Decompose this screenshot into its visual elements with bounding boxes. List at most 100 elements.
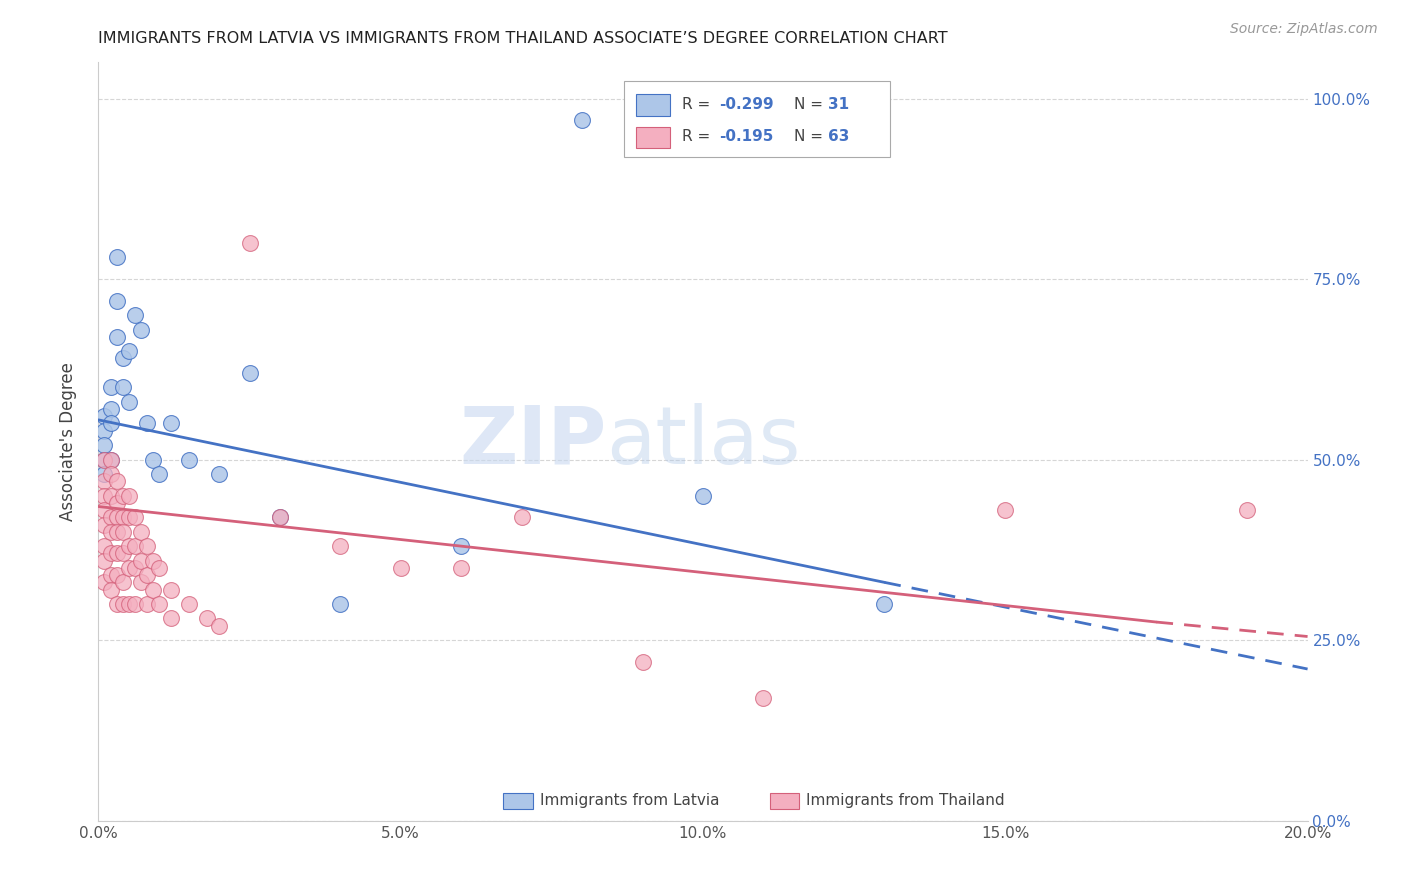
Point <box>105 330 128 344</box>
Point <box>1236 503 1258 517</box>
Point <box>93 554 115 568</box>
Point <box>93 424 115 438</box>
Text: R =: R = <box>682 129 716 145</box>
Point <box>105 524 128 539</box>
Point <box>195 611 218 625</box>
Point <box>124 308 146 322</box>
Point <box>100 568 122 582</box>
Point <box>208 467 231 481</box>
Y-axis label: Associate's Degree: Associate's Degree <box>59 362 77 521</box>
Point <box>571 113 593 128</box>
Text: Immigrants from Latvia: Immigrants from Latvia <box>540 793 720 808</box>
Point <box>135 539 157 553</box>
Point <box>994 503 1017 517</box>
Point <box>111 575 134 590</box>
Point <box>148 597 170 611</box>
Point <box>148 467 170 481</box>
Text: N =: N = <box>793 96 828 112</box>
Bar <box>637 127 671 148</box>
Point <box>142 554 165 568</box>
Point <box>142 582 165 597</box>
Point <box>105 568 128 582</box>
Point <box>100 467 122 481</box>
Point <box>105 597 128 611</box>
Point <box>105 475 128 489</box>
Point <box>93 517 115 532</box>
Point <box>118 510 141 524</box>
Point <box>269 510 291 524</box>
Point <box>100 489 122 503</box>
Point <box>105 496 128 510</box>
Point <box>100 452 122 467</box>
Point <box>100 380 122 394</box>
Point <box>111 597 134 611</box>
Point <box>93 575 115 590</box>
Point <box>111 351 134 366</box>
Point <box>111 489 134 503</box>
Point <box>118 539 141 553</box>
FancyBboxPatch shape <box>624 81 890 157</box>
Bar <box>769 793 799 809</box>
Text: 31: 31 <box>828 96 849 112</box>
Point <box>111 524 134 539</box>
Text: IMMIGRANTS FROM LATVIA VS IMMIGRANTS FROM THAILAND ASSOCIATE’S DEGREE CORRELATIO: IMMIGRANTS FROM LATVIA VS IMMIGRANTS FRO… <box>98 31 948 46</box>
Point <box>93 438 115 452</box>
Point <box>135 597 157 611</box>
Point <box>631 655 654 669</box>
Point <box>100 510 122 524</box>
Point <box>135 568 157 582</box>
Point <box>100 546 122 560</box>
Point <box>93 409 115 424</box>
Point <box>129 575 152 590</box>
Point <box>239 366 262 380</box>
Point <box>118 344 141 359</box>
Point <box>118 597 141 611</box>
Point <box>105 546 128 560</box>
Point <box>269 510 291 524</box>
Point <box>160 611 183 625</box>
Point <box>100 452 122 467</box>
Point <box>124 561 146 575</box>
Text: ZIP: ZIP <box>458 402 606 481</box>
Point <box>100 417 122 431</box>
Point <box>118 394 141 409</box>
Bar <box>503 793 533 809</box>
Text: -0.299: -0.299 <box>718 96 773 112</box>
Point <box>105 510 128 524</box>
Point <box>118 561 141 575</box>
Point <box>93 489 115 503</box>
Point <box>148 561 170 575</box>
Point <box>160 582 183 597</box>
Point <box>111 546 134 560</box>
Text: atlas: atlas <box>606 402 800 481</box>
Text: 63: 63 <box>828 129 849 145</box>
Point <box>873 597 896 611</box>
Point <box>93 475 115 489</box>
Point <box>111 510 134 524</box>
Point <box>124 539 146 553</box>
Point <box>93 503 115 517</box>
Point <box>100 524 122 539</box>
Text: R =: R = <box>682 96 716 112</box>
Point <box>208 618 231 632</box>
Point <box>111 380 134 394</box>
Point <box>129 524 152 539</box>
Point <box>389 561 412 575</box>
Point <box>135 417 157 431</box>
Point <box>179 452 201 467</box>
Point <box>93 539 115 553</box>
Point <box>692 489 714 503</box>
Text: Immigrants from Thailand: Immigrants from Thailand <box>806 793 1004 808</box>
Point <box>105 293 128 308</box>
Point <box>93 452 115 467</box>
Point <box>239 235 262 250</box>
Point <box>450 539 472 553</box>
Point <box>142 452 165 467</box>
Point <box>129 554 152 568</box>
Point <box>129 323 152 337</box>
Point <box>329 539 352 553</box>
Point <box>329 597 352 611</box>
Point <box>100 582 122 597</box>
Text: N =: N = <box>793 129 828 145</box>
Bar <box>637 95 671 116</box>
